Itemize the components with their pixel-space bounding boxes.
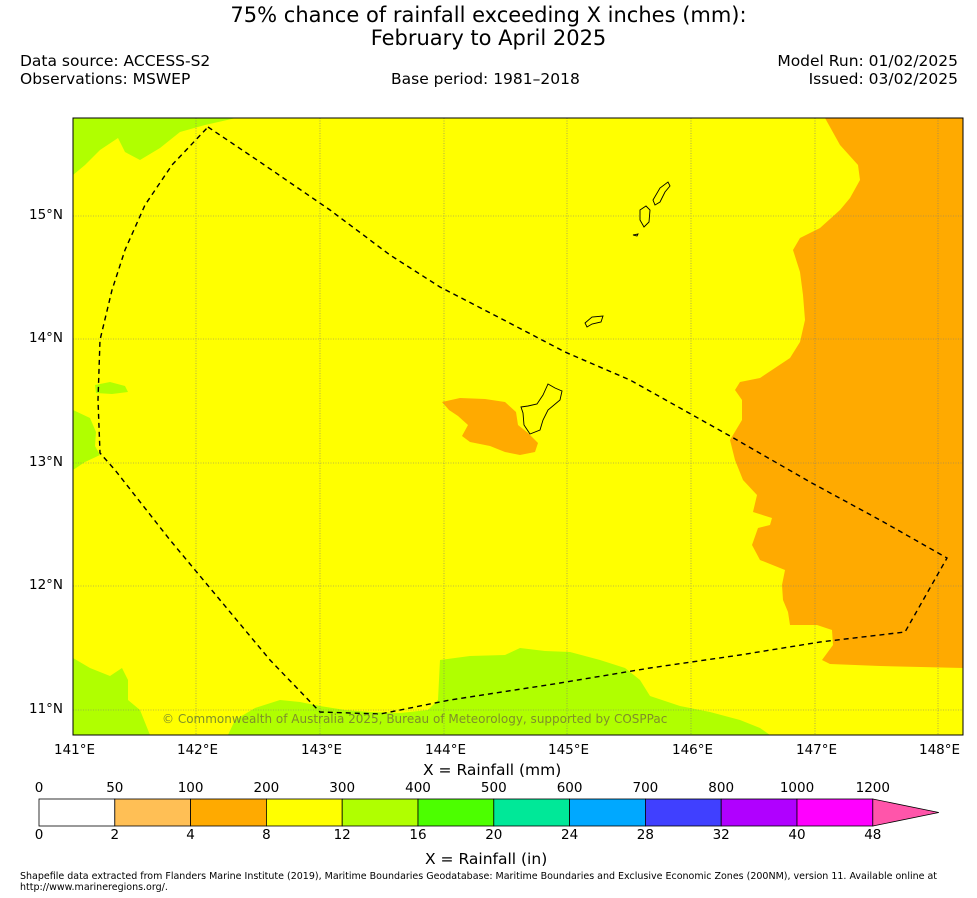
map-frame xyxy=(72,117,964,736)
colorbar-extend-arrow xyxy=(872,798,939,827)
islands xyxy=(520,181,671,435)
colorbar-mm-tick: 300 xyxy=(329,780,356,796)
observations-label: Observations: MSWEP xyxy=(20,70,191,88)
colorbar-in-tick: 40 xyxy=(788,827,806,843)
copyright-notice: © Commonwealth of Australia 2025, Bureau… xyxy=(162,712,668,726)
lon-tick-145e: 145°E xyxy=(548,742,590,758)
data-source-label: Data source: ACCESS-S2 xyxy=(20,52,211,70)
lat-tick-12n: 12°N xyxy=(29,577,64,593)
lon-tick-141e: 141°E xyxy=(54,742,96,758)
region-lime-bottom-mid xyxy=(228,648,770,735)
colorbar-mm-tick: 400 xyxy=(405,780,431,796)
footer-line1: Shapefile data extracted from Flanders M… xyxy=(20,871,938,882)
lon-tick-143e: 143°E xyxy=(301,742,343,758)
colorbar-swatch xyxy=(796,798,874,827)
colorbar-label-in: X = Rainfall (in) xyxy=(425,850,548,868)
lat-tick-14n: 14°N xyxy=(29,330,64,346)
colorbar-mm-tick: 0 xyxy=(34,780,44,796)
region-lime-left-bump xyxy=(95,382,128,394)
base-period-label: Base period: 1981–2018 xyxy=(391,70,580,88)
lon-tick-146e: 146°E xyxy=(672,742,714,758)
chart-title-line2: February to April 2025 xyxy=(370,26,607,50)
colorbar-swatch xyxy=(569,798,646,827)
region-lime-left-mid xyxy=(73,410,100,470)
colorbar-in-tick: 20 xyxy=(485,827,503,843)
colorbar-in-tick: 48 xyxy=(864,827,882,843)
colorbar-mm-tick: 800 xyxy=(708,780,735,796)
colorbar-mm-tick: 700 xyxy=(632,780,659,796)
region-lime-bottom-left xyxy=(73,658,150,735)
lon-tick-144e: 144°E xyxy=(425,742,467,758)
lat-tick-13n: 13°N xyxy=(29,454,64,470)
lon-tick-147e: 147°E xyxy=(796,742,838,758)
region-lime-top-left xyxy=(73,118,236,175)
model-run-label: Model Run: 01/02/2025 xyxy=(777,52,958,70)
colorbar xyxy=(38,798,939,827)
map-gridlines xyxy=(73,118,963,735)
colorbar-mm-tick: 1200 xyxy=(855,780,890,796)
colorbar-in-tick: 16 xyxy=(409,827,427,843)
lon-tick-148e: 148°E xyxy=(919,742,961,758)
colorbar-swatch xyxy=(493,798,570,827)
region-orange-centre xyxy=(442,398,538,455)
island-guam xyxy=(520,383,563,435)
colorbar-in-tick: 24 xyxy=(561,827,579,843)
island-aguijan xyxy=(632,233,639,237)
footer-line2: http://www.marineregions.org/. xyxy=(20,882,168,893)
colorbar-mm-tick: 600 xyxy=(556,780,583,796)
eez-boundary-dashed xyxy=(97,126,948,715)
colorbar-in-tick: 2 xyxy=(110,827,120,843)
colorbar-in-tick: 28 xyxy=(636,827,654,843)
colorbar-swatch xyxy=(265,798,343,827)
colorbar-swatch xyxy=(341,798,419,827)
colorbar-mm-tick: 200 xyxy=(253,780,280,796)
colorbar-swatch xyxy=(38,798,116,827)
colorbar-in-tick: 12 xyxy=(333,827,351,843)
colorbar-mm-tick: 100 xyxy=(177,780,204,796)
lon-tick-142e: 142°E xyxy=(177,742,219,758)
colorbar-mm-tick: 1000 xyxy=(779,780,815,796)
island-tinian xyxy=(639,205,651,228)
colorbar-swatch xyxy=(720,798,798,827)
colorbar-swatch xyxy=(645,798,722,827)
colorbar-mm-tick: 50 xyxy=(106,780,124,796)
colorbar-in-tick: 4 xyxy=(186,827,195,843)
island-rota xyxy=(584,315,604,328)
colorbar-swatch xyxy=(417,798,495,827)
colorbar-in-tick: 0 xyxy=(34,827,44,843)
colorbar-in-tick: 8 xyxy=(262,827,271,843)
region-orange-right xyxy=(730,118,963,668)
colorbar-swatch xyxy=(114,798,192,827)
lat-tick-11n: 11°N xyxy=(29,701,64,717)
x-axis-label-mm: X = Rainfall (mm) xyxy=(423,761,562,779)
chart-title-line1: 75% chance of rainfall exceeding X inche… xyxy=(230,3,747,27)
island-saipan xyxy=(652,181,671,206)
colorbar-mm-tick: 500 xyxy=(480,780,507,796)
colorbar-in-tick: 32 xyxy=(712,827,730,843)
lat-tick-15n: 15°N xyxy=(29,207,64,223)
issued-label: Issued: 03/02/2025 xyxy=(808,70,958,88)
colorbar-swatch xyxy=(190,798,267,827)
